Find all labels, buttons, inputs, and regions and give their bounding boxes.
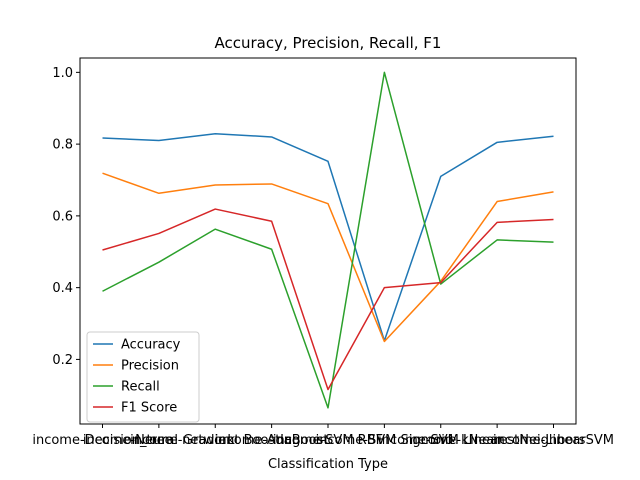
x-tick-label: income-kNearestNeighbors xyxy=(409,433,586,448)
chart-title: Accuracy, Precision, Recall, F1 xyxy=(215,34,442,52)
x-axis-title: Classification Type xyxy=(268,457,388,472)
series-group xyxy=(102,71,554,409)
legend-label: Recall xyxy=(121,380,160,395)
x-tick-label: income-AdaBoost xyxy=(215,433,329,448)
series-line-1 xyxy=(102,132,554,342)
x-tick-label: income-SVM RBF xyxy=(273,433,383,448)
legend-box xyxy=(86,331,200,423)
x-tick-label: income-LinearSVM xyxy=(493,433,614,448)
legend-label: Accuracy xyxy=(121,338,181,353)
x-tick-label: income-Decision_tree xyxy=(32,433,172,448)
x-tick-label: income-SVM Linear xyxy=(378,433,504,448)
y-tick-label: 0.8 xyxy=(52,138,73,153)
y-tick-label: 1.0 xyxy=(52,66,73,81)
y-tick-label: 0.6 xyxy=(52,209,73,224)
series-line-2 xyxy=(102,172,554,343)
x-tick-label: income-Gradient Boosting xyxy=(130,433,300,448)
x-tick-label: income-Neural network xyxy=(83,433,236,448)
y-tick-label: 0.4 xyxy=(52,281,73,296)
legend: Accuracy Precision Recall F1 Score xyxy=(86,331,200,423)
legend-label: Precision xyxy=(121,359,179,374)
series-line-4 xyxy=(102,208,554,391)
y-axis: 0.2 0.4 0.6 0.8 1.0 xyxy=(52,66,80,368)
y-tick-label: 0.2 xyxy=(52,353,73,368)
x-tick-label: income-SVM Sigmoid xyxy=(316,433,453,448)
legend-label: F1 Score xyxy=(121,401,177,416)
series-line-3 xyxy=(102,71,554,409)
